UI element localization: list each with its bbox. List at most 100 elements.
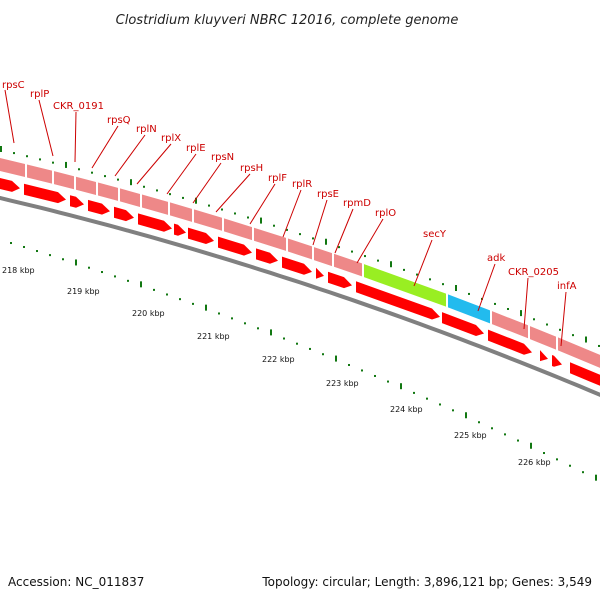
gene-label-rplX[interactable]: rplX (161, 133, 181, 144)
scale-tick (530, 442, 532, 449)
feature-segment[interactable] (254, 227, 286, 251)
gene-label-rplP[interactable]: rplP (30, 89, 49, 100)
tick-mark (559, 328, 561, 331)
gene-arrow[interactable] (188, 227, 214, 244)
tick-mark (377, 259, 379, 262)
gene-label-rpmD[interactable]: rpmD (343, 198, 371, 209)
feature-segment[interactable] (76, 176, 96, 195)
gene-arrow[interactable] (552, 354, 562, 367)
scale-tick (309, 347, 311, 350)
tick-mark (39, 158, 41, 161)
gene-arrow[interactable] (570, 362, 600, 386)
tick-mark (65, 161, 67, 168)
gene-label-CKR_0191[interactable]: CKR_0191 (53, 101, 104, 112)
gene-label-rplR[interactable]: rplR (292, 179, 312, 190)
feature-segment[interactable] (558, 337, 600, 372)
gene-label-infA[interactable]: infA (557, 281, 577, 292)
feature-segment[interactable] (27, 164, 52, 184)
gene-arrows (0, 176, 600, 386)
gene-arrow[interactable] (88, 199, 110, 215)
feature-segment[interactable] (448, 294, 490, 324)
feature-segment[interactable] (224, 218, 252, 241)
gene-arrow[interactable] (24, 183, 66, 204)
tick-mark (273, 224, 275, 227)
leader-line (560, 291, 567, 347)
scale-tick (543, 452, 545, 455)
scale-tick (192, 302, 194, 305)
gene-arrow[interactable] (540, 350, 548, 362)
gene-label-rpsE[interactable]: rpsE (317, 189, 339, 200)
gene-label-rplO[interactable]: rplO (375, 208, 396, 219)
feature-segment[interactable] (314, 247, 332, 267)
gene-label-rpsH[interactable]: rpsH (240, 163, 263, 174)
tick-mark (572, 334, 574, 337)
tick-mark (156, 189, 158, 192)
scale-tick (244, 322, 246, 325)
feature-segment[interactable] (288, 238, 312, 260)
scale-tick (556, 458, 558, 461)
scale-tick (348, 363, 350, 366)
gene-arrow[interactable] (218, 236, 252, 256)
feature-segment[interactable] (364, 264, 446, 307)
scale-tick (88, 266, 90, 269)
scale-tick (101, 271, 103, 274)
gene-arrow[interactable] (174, 223, 186, 236)
scale-tick (205, 304, 207, 311)
tick-mark (520, 310, 522, 317)
feature-segment[interactable] (194, 209, 222, 231)
gene-arrow[interactable] (442, 312, 484, 336)
tick-mark (286, 228, 288, 231)
feature-segment[interactable] (170, 202, 192, 222)
gene-arrow[interactable] (488, 329, 532, 355)
tick-mark (91, 171, 93, 174)
gene-label-CKR_0205[interactable]: CKR_0205 (508, 267, 559, 278)
scale-tick (49, 254, 51, 257)
gene-label-rplN[interactable]: rplN (136, 124, 157, 135)
feature-segment[interactable] (120, 188, 140, 207)
feature-segment[interactable] (334, 253, 362, 277)
gene-arrow[interactable] (138, 213, 172, 232)
scale-tick (582, 471, 584, 474)
leader-line (249, 183, 276, 225)
tick-mark (416, 273, 418, 276)
tick-mark (325, 238, 327, 245)
feature-segment[interactable] (0, 156, 25, 177)
scale-tick (218, 312, 220, 315)
gene-label-rpsC[interactable]: rpsC (2, 80, 25, 91)
gene-arrow[interactable] (316, 267, 324, 279)
scale-tick (10, 242, 12, 245)
gene-arrow[interactable] (0, 176, 20, 192)
gene-label-rpsQ[interactable]: rpsQ (107, 115, 131, 126)
tick-mark (351, 250, 353, 253)
tick-mark (0, 146, 2, 152)
kbp-label: 220 kbp (132, 309, 165, 318)
scale-tick (36, 250, 38, 253)
gene-label-rpsN[interactable]: rpsN (211, 152, 234, 163)
tick-mark (312, 237, 314, 240)
scale-tick (283, 337, 285, 340)
gene-label-secY[interactable]: secY (423, 229, 447, 240)
gene-label-rplF[interactable]: rplF (268, 173, 287, 184)
gene-arrow[interactable] (356, 281, 440, 320)
tick-mark (429, 278, 431, 281)
gene-arrow[interactable] (282, 256, 312, 275)
tick-mark (52, 161, 54, 164)
gene-arrow[interactable] (114, 206, 134, 222)
feature-segment[interactable] (54, 171, 74, 190)
feature-segment[interactable] (530, 326, 556, 350)
gene-arrow[interactable] (70, 195, 84, 208)
kbp-label: 225 kbp (454, 431, 487, 440)
gene-label-adk[interactable]: adk (487, 253, 505, 264)
feature-segment[interactable] (98, 182, 118, 201)
gene-arrow[interactable] (256, 248, 278, 264)
leader-line (477, 263, 496, 312)
leader-line (282, 189, 302, 238)
leader-line (334, 208, 354, 254)
feature-segment[interactable] (492, 311, 528, 339)
gene-arrow[interactable] (328, 271, 352, 289)
scale-tick (400, 383, 402, 390)
map-title: Clostridium kluyveri NBRC 12016, complet… (116, 13, 459, 28)
gene-label-rplE[interactable]: rplE (186, 143, 206, 154)
feature-segment[interactable] (142, 194, 168, 215)
